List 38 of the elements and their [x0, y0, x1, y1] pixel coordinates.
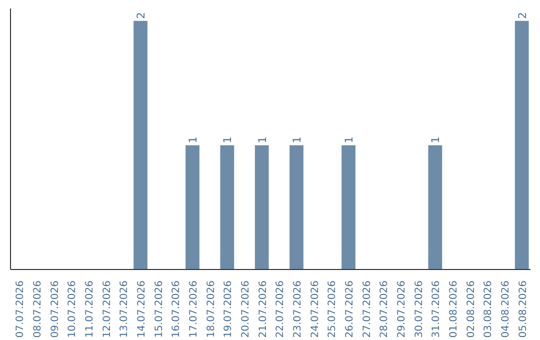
- x-tick-label: 13.07.2026: [119, 280, 130, 338]
- x-tick-label: 03.08.2026: [483, 280, 494, 338]
- x-tick-label: 22.07.2026: [275, 280, 286, 338]
- x-tick-label: 10.07.2026: [67, 280, 78, 338]
- data-label: 1: [429, 136, 442, 144]
- x-tick-label: 28.07.2026: [379, 280, 390, 338]
- x-tick-label: 19.07.2026: [223, 280, 234, 338]
- x-tick-label: 26.07.2026: [344, 280, 356, 338]
- x-tick-label: 30.07.2026: [414, 280, 425, 338]
- x-tick-label: 15.07.2026: [154, 280, 165, 338]
- x-tick-label: 14.07.2026: [136, 280, 148, 338]
- x-tick-label: 11.07.2026: [84, 280, 96, 338]
- x-tick-label: 08.07.2026: [32, 280, 44, 338]
- x-tick-label: 20.07.2026: [240, 280, 252, 338]
- x-tick-label: 05.08.2026: [518, 280, 529, 338]
- x-tick-label: 07.07.2026: [15, 280, 26, 338]
- x-tick-label: 25.07.2026: [327, 280, 338, 338]
- x-tick-label: 04.08.2026: [500, 280, 512, 338]
- x-tick-label: 18.07.2026: [206, 280, 217, 338]
- x-tick-label: 17.07.2026: [188, 280, 200, 338]
- x-tick-label: 12.07.2026: [102, 280, 113, 338]
- x-tick-label: 21.07.2026: [258, 280, 269, 338]
- data-label: 1: [256, 136, 269, 144]
- x-tick-label: 27.07.2026: [362, 280, 373, 338]
- x-tick-label: 23.07.2026: [292, 280, 304, 338]
- x-tick-label: 16.07.2026: [171, 280, 182, 338]
- data-label: 1: [290, 136, 304, 144]
- x-tick-label: 29.07.2026: [396, 280, 408, 338]
- data-label: 1: [186, 136, 200, 144]
- x-tick-label: 02.08.2026: [466, 280, 477, 338]
- data-label: 2: [516, 12, 529, 19]
- data-label: 1: [221, 136, 234, 144]
- x-tick-label: 31.07.2026: [431, 280, 442, 338]
- x-tick-label: 24.07.2026: [310, 280, 321, 338]
- x-tick-label: 09.07.2026: [50, 280, 61, 338]
- data-label: 1: [342, 136, 356, 144]
- data-label: 2: [134, 12, 148, 19]
- x-tick-label: 01.08.2026: [448, 280, 460, 338]
